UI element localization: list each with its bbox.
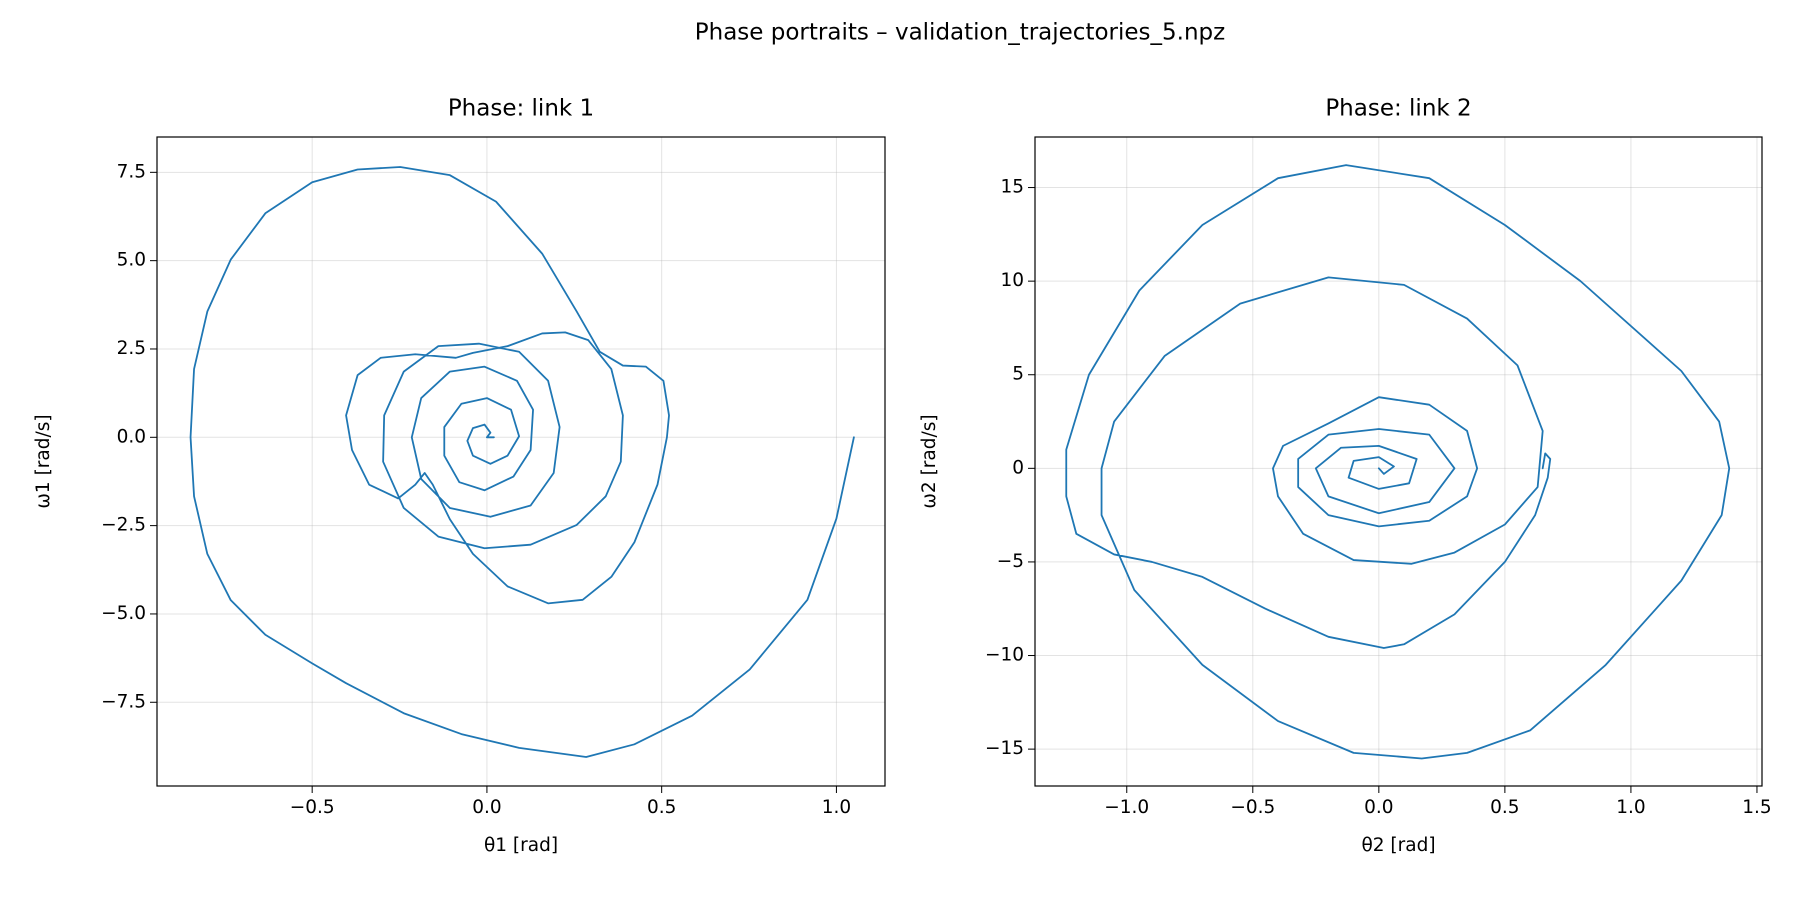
y-tick-label: −10 [985,645,1024,666]
axes-frame [156,136,886,787]
y-tick-label: 5.0 [117,250,146,271]
y-tick-label: 5 [1012,364,1024,385]
y-tick-label: 7.5 [117,161,146,182]
subplot-title: Phase: link 1 [448,96,594,122]
y-tick-label: 0 [1012,457,1024,478]
subplot-title: Phase: link 2 [1325,96,1471,122]
subplot: −0.5 0.0 0.5 1.0 7.5 5.0 2.5 0.0 −2.5 −5.0 −7.5 Pha… [33,96,886,856]
x-tick-label: −0.5 [290,797,335,818]
y-tick-label: 10 [1000,270,1024,291]
y-axis-label: ω2 [rad/s] [919,414,940,508]
trajectory-line [189,166,855,758]
y-tick-label: 15 [1000,177,1024,198]
y-tick-label: −2.5 [101,515,146,536]
x-tick-label: 0.5 [1490,797,1519,818]
x-tick-label: 1.5 [1742,797,1771,818]
x-tick-label: 1.0 [822,797,851,818]
y-tick-label: 0.0 [117,426,146,447]
y-tick-label: 2.5 [117,338,146,359]
x-tick-label: 0.0 [1364,797,1393,818]
y-tick-label: −15 [985,738,1024,759]
x-tick-label: 0.0 [472,797,501,818]
x-tick-label: 0.5 [647,797,676,818]
y-tick-label: −7.5 [101,691,146,712]
x-tick-label: −1.0 [1104,797,1149,818]
x-axis-label: θ1 [rad] [484,835,558,856]
y-axis-label: ω1 [rad/s] [33,414,54,508]
y-tick-label: −5 [997,551,1024,572]
trajectory-line [1065,164,1731,760]
x-axis-label: θ2 [rad] [1361,835,1435,856]
subplot: −1.0 −0.5 0.0 0.5 1.0 1.5 15 10 5 0 −5 −10 −15 Phase:… [919,96,1772,857]
x-tick-label: 1.0 [1616,797,1645,818]
axes-frame [1034,136,1763,787]
x-tick-label: −0.5 [1230,797,1275,818]
figure-title: Phase portraits – validation_trajectorie… [695,20,1225,46]
y-tick-label: −5.0 [101,603,146,624]
